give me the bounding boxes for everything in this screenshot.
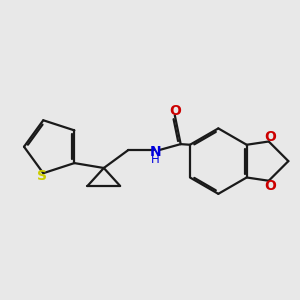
Text: O: O xyxy=(169,104,181,118)
Text: O: O xyxy=(264,179,276,193)
Text: O: O xyxy=(264,130,276,144)
Text: H: H xyxy=(151,153,160,166)
Text: S: S xyxy=(37,169,46,184)
Text: N: N xyxy=(150,145,161,159)
